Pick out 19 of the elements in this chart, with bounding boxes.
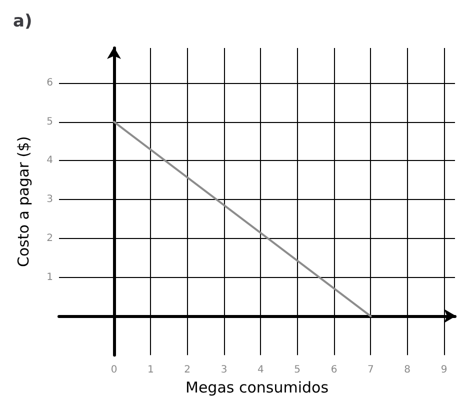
x-tick-label: 8 (404, 364, 411, 376)
x-tick-label: 6 (330, 364, 338, 376)
chart-title: a) (13, 12, 32, 32)
y-tick-label: 4 (46, 155, 53, 166)
x-tick-label: 9 (440, 364, 448, 376)
x-tick-label: 1 (147, 364, 154, 376)
y-tick-label: 1 (46, 272, 53, 283)
x-tick-label: 0 (110, 364, 118, 376)
x-axis-title: Megas consumidos (185, 378, 329, 396)
y-tick-label: 3 (46, 194, 53, 206)
y-tick-label: 2 (46, 232, 53, 244)
y-tick-label: 6 (46, 77, 53, 88)
y-axis-title: Costo a pagar ($) (14, 136, 32, 267)
x-tick-label: 4 (257, 364, 264, 376)
x-tick-label: 2 (184, 364, 191, 376)
x-tick-label: 5 (294, 364, 301, 376)
x-tick-label: 7 (367, 364, 374, 376)
x-tick-label: 3 (220, 364, 228, 376)
y-tick-label: 5 (46, 116, 53, 128)
